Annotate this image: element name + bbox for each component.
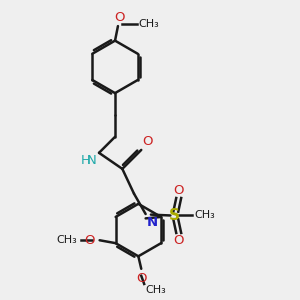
Text: O: O: [143, 136, 153, 148]
Text: CH₃: CH₃: [138, 19, 159, 29]
Text: CH₃: CH₃: [146, 285, 167, 296]
Text: N: N: [147, 216, 158, 229]
Text: CH₃: CH₃: [56, 235, 77, 245]
Text: O: O: [173, 234, 184, 248]
Text: S: S: [169, 208, 180, 223]
Text: N: N: [86, 154, 96, 167]
Text: O: O: [136, 272, 146, 285]
Text: O: O: [85, 234, 95, 247]
Text: H: H: [81, 154, 91, 167]
Text: CH₃: CH₃: [195, 211, 215, 220]
Text: O: O: [114, 11, 125, 24]
Text: O: O: [173, 184, 184, 196]
